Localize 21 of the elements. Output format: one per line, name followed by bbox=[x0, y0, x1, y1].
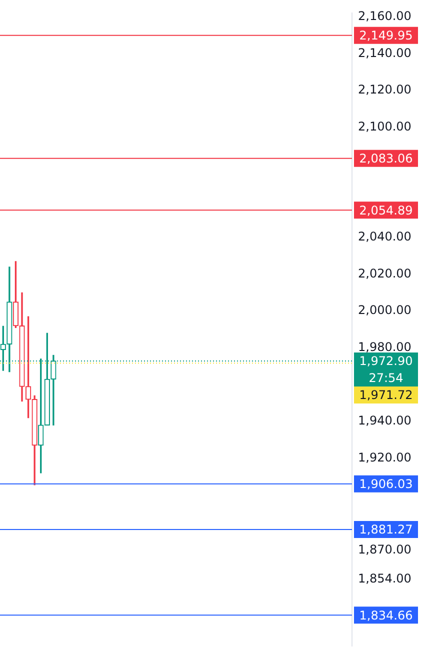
y-tick-label: 2,100.00 bbox=[358, 119, 412, 134]
ref-line-label: 1,971.72 bbox=[359, 388, 413, 402]
text: 27:54 bbox=[368, 371, 404, 386]
ref-line-label: 1,906.03 bbox=[359, 477, 413, 492]
y-tick-label: 2,020.00 bbox=[358, 266, 412, 280]
y-tick-label: 2,160.00 bbox=[358, 9, 412, 24]
y-tick-label: 1,870.00 bbox=[358, 542, 412, 556]
y-tick-label: 2,120.00 bbox=[358, 82, 412, 97]
ref-line-label: 1,881.27 bbox=[359, 522, 413, 537]
y-tick-label: 2,000.00 bbox=[358, 303, 412, 318]
ref-line-label: 2,054.89 bbox=[359, 203, 413, 218]
y-tick-label: 2,140.00 bbox=[358, 46, 412, 60]
y-tick-label: 2,040.00 bbox=[358, 230, 412, 244]
ref-line-label: 2,083.06 bbox=[359, 151, 413, 166]
y-tick-label: 1,980.00 bbox=[358, 340, 412, 354]
ref-line-label: 1,972.90 bbox=[359, 354, 413, 368]
y-tick-label: 1,940.00 bbox=[358, 414, 412, 428]
ref-line-label: 2,149.95 bbox=[359, 28, 413, 42]
y-tick-label: 1,854.00 bbox=[358, 572, 412, 586]
ref-line-label: 1,834.66 bbox=[359, 608, 413, 622]
y-tick-label: 1,920.00 bbox=[358, 450, 412, 464]
